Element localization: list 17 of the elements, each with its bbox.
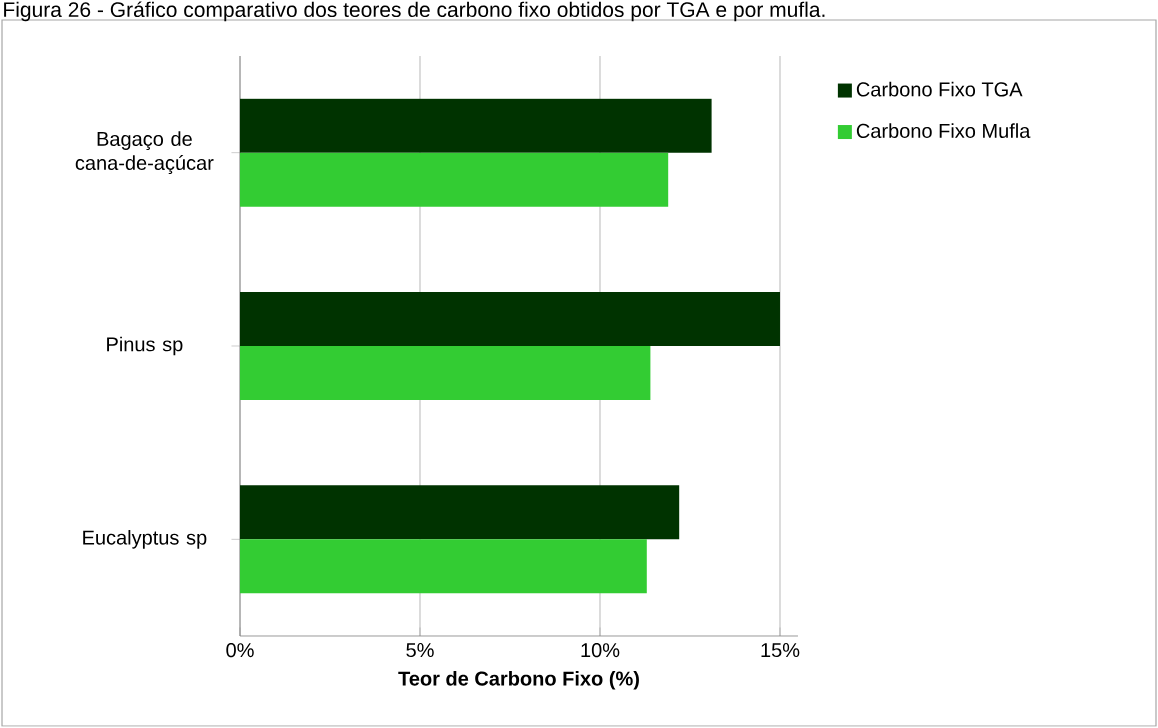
bar: [240, 292, 780, 346]
chart-title: Figura 26 - Gráfico comparativo dos teores de carbono fixo obtidos por TGA e por mufla.: [4, 1, 825, 22]
bar: [240, 539, 647, 594]
x-axis-title: Teor de Carbono Fixo (%): [398, 670, 639, 690]
bar: [240, 485, 680, 540]
x-tick-label: 0%: [226, 643, 254, 658]
bar: [240, 346, 651, 400]
x-tick-label: 15%: [761, 643, 800, 658]
bar: [240, 152, 669, 207]
x-tick-label: 5%: [406, 643, 434, 658]
y-tick-label: Eucalyptus sp: [83, 530, 207, 549]
legend-label: Carbono Fixo TGA: [856, 81, 1023, 97]
legend-label: Carbono Fixo Mufla: [856, 123, 1031, 138]
bar: [240, 98, 712, 153]
y-tick-label: Pinus sp: [107, 336, 183, 356]
y-tick-label: Bagaço de cana-de-açúcar: [75, 131, 214, 175]
x-tick-label: 10%: [581, 643, 620, 658]
